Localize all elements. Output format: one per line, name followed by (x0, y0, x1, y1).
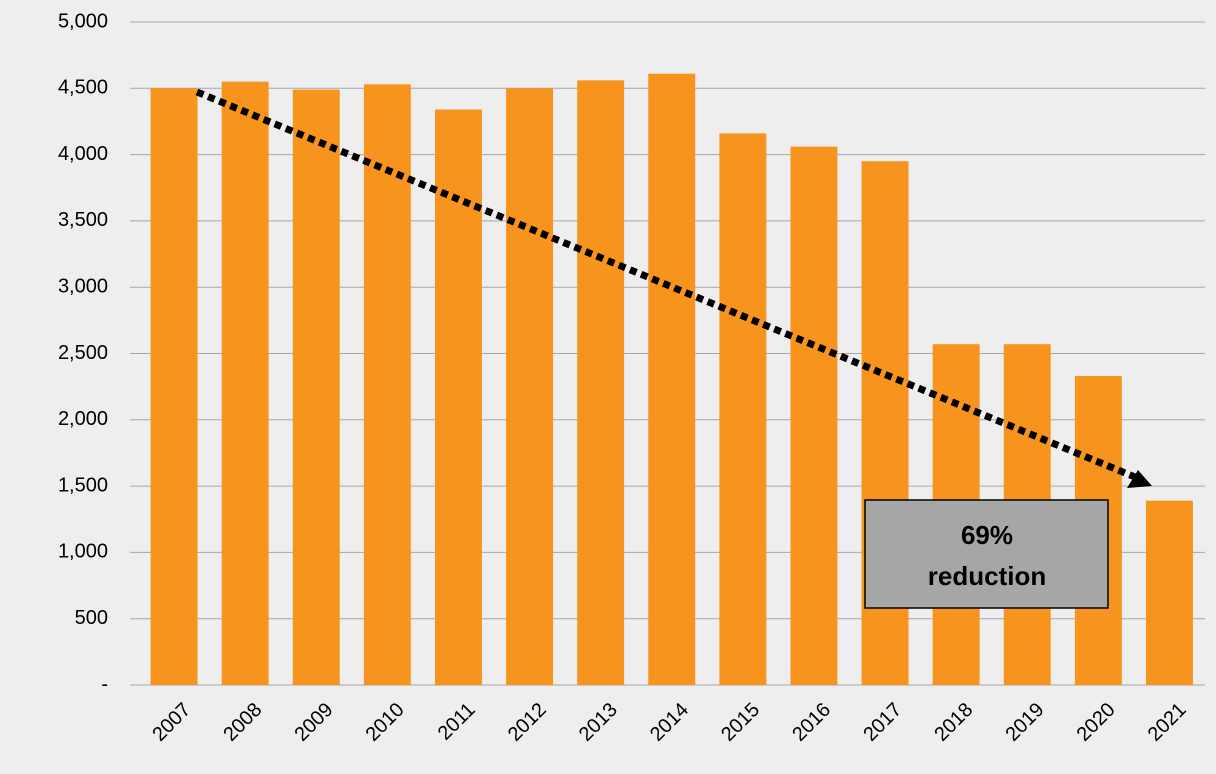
bars (150, 73, 1193, 686)
x-tick-label: 2007 (148, 699, 195, 746)
y-tick-label: 4,000 (58, 143, 108, 165)
x-tick-label: 2020 (1073, 699, 1120, 746)
bar (292, 89, 340, 686)
annotation-text: 69% (961, 520, 1013, 550)
x-tick-label: 2015 (717, 699, 764, 746)
y-tick-label: 3,000 (58, 275, 108, 297)
annotation-box (864, 499, 1109, 609)
x-tick-label: 2012 (504, 699, 551, 746)
bar (1145, 500, 1193, 685)
bar (648, 73, 696, 686)
bar (434, 109, 482, 686)
x-tick-label: 2018 (930, 699, 977, 746)
y-tick-label: 2,500 (58, 342, 108, 364)
x-tick-label: 2021 (1144, 699, 1191, 746)
annotation-text: reduction (928, 561, 1046, 591)
arrow-head (1127, 470, 1152, 488)
bar (719, 133, 767, 685)
x-tick-label: 2017 (859, 699, 906, 746)
bar (363, 84, 411, 685)
trend-arrow (195, 88, 1137, 481)
x-tick-label: 2009 (290, 699, 337, 746)
x-tick-label: 2008 (219, 699, 266, 746)
bar (506, 88, 554, 686)
y-tick-label: 1,000 (58, 541, 108, 563)
x-tick-label: 2011 (434, 699, 480, 745)
y-tick-label: 500 (75, 607, 108, 629)
y-tick-label: 2,000 (58, 408, 108, 430)
y-tick-label: 4,500 (58, 77, 108, 99)
x-tick-label: 2019 (1001, 699, 1048, 746)
bar (150, 88, 198, 686)
y-tick-label: - (101, 673, 108, 695)
x-tick-label: 2013 (575, 699, 622, 746)
bar (577, 80, 625, 686)
x-tick-label: 2010 (362, 699, 409, 746)
y-tick-label: 5,000 (58, 10, 108, 32)
bar (790, 146, 838, 686)
y-tick-label: 3,500 (58, 209, 108, 231)
y-tick-label: 1,500 (58, 474, 108, 496)
bar (221, 81, 269, 686)
x-tick-label: 2014 (646, 699, 693, 746)
x-tick-label: 2016 (788, 699, 835, 746)
